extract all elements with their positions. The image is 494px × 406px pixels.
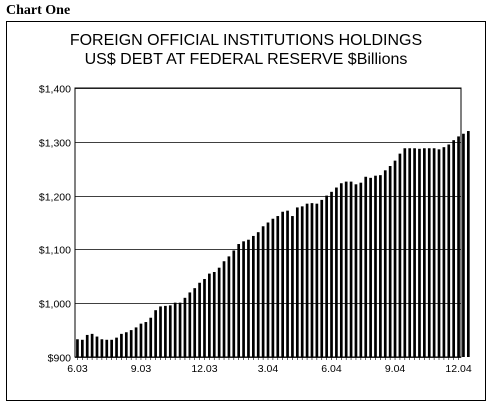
bar [110, 339, 113, 357]
bar [359, 182, 363, 357]
chart-caption: Chart One [6, 3, 71, 18]
bar [100, 339, 104, 357]
bar [134, 327, 138, 357]
bar [452, 140, 456, 357]
bar [295, 207, 299, 357]
bar [261, 226, 265, 357]
y-tick-label: $1,200 [39, 192, 71, 204]
bar [90, 333, 94, 357]
bar [437, 149, 441, 357]
bar [379, 175, 382, 357]
chart-title-line-1: FOREIGN OFFICIAL INSTITUTIONS HOLDINGS [69, 32, 423, 49]
x-tick-label: 12.03 [191, 363, 217, 375]
bar [374, 175, 377, 357]
x-tick-label: 3.04 [258, 363, 279, 375]
bar [139, 323, 143, 357]
bar [271, 218, 275, 357]
bar [76, 339, 79, 357]
bar [222, 261, 226, 357]
bar [281, 211, 284, 357]
bar [237, 244, 241, 357]
bar [168, 305, 172, 357]
bar [188, 292, 192, 357]
bar [339, 183, 343, 357]
bar [398, 153, 402, 357]
bar [105, 339, 109, 357]
bar [462, 133, 465, 357]
bar [80, 339, 84, 357]
bar [466, 131, 470, 357]
x-tick-label: 9.04 [385, 363, 406, 375]
chart-title-line-2: US$ DEBT AT FEDERAL RESERVE $Billions [84, 51, 408, 68]
bar [149, 317, 153, 357]
bar [247, 239, 250, 357]
bar [120, 333, 123, 357]
bar [364, 176, 368, 357]
bar [457, 136, 460, 357]
x-tick-label: 6.04 [321, 363, 342, 375]
y-tick-label: $900 [48, 353, 72, 365]
y-tick-label: $1,400 [39, 84, 71, 96]
bar [286, 210, 289, 357]
bar [256, 232, 260, 357]
bar [423, 148, 426, 357]
bar [383, 170, 387, 357]
bar [310, 203, 314, 357]
bar [232, 250, 236, 357]
bar [325, 195, 328, 357]
bar [193, 288, 197, 357]
bar [418, 148, 421, 357]
bar [159, 306, 162, 357]
bar [115, 337, 118, 357]
bar [242, 241, 245, 357]
bar [208, 273, 211, 357]
chart-frame [6, 21, 486, 401]
bar [164, 305, 167, 357]
bar [354, 184, 358, 357]
x-tick-label: 9.03 [131, 363, 152, 375]
bar [320, 199, 324, 357]
bar [183, 297, 187, 357]
bar [227, 256, 231, 357]
bar [393, 160, 397, 357]
bar [217, 267, 221, 357]
bar [447, 144, 451, 357]
bar [432, 148, 436, 357]
bar [315, 203, 319, 357]
bar [344, 181, 348, 357]
bar [349, 181, 353, 357]
bar [442, 147, 446, 357]
bar [252, 235, 255, 357]
bar [85, 334, 89, 357]
y-tick-label: $1,100 [39, 245, 71, 257]
bar [413, 148, 416, 357]
x-tick-label: 6.03 [67, 363, 88, 375]
bar [178, 302, 182, 357]
bar [388, 166, 392, 357]
y-tick-label: $1,000 [39, 299, 71, 311]
bar [144, 322, 148, 357]
bar [154, 310, 157, 357]
bar [330, 191, 333, 357]
bar [198, 282, 201, 357]
bar [291, 216, 294, 357]
bar [369, 177, 372, 357]
bar [95, 336, 99, 357]
bar [173, 302, 177, 357]
bar [427, 148, 431, 357]
bar [300, 206, 304, 357]
y-tick-label: $1,300 [39, 138, 71, 150]
bar [129, 330, 133, 357]
bar [335, 187, 338, 357]
bar [212, 272, 216, 357]
bar [276, 216, 280, 357]
bar [305, 203, 309, 357]
bar [403, 148, 407, 357]
bar [408, 148, 412, 357]
bar [124, 332, 128, 357]
bar [266, 222, 270, 357]
x-tick-label: 12.04 [445, 363, 471, 375]
bar [203, 278, 206, 357]
